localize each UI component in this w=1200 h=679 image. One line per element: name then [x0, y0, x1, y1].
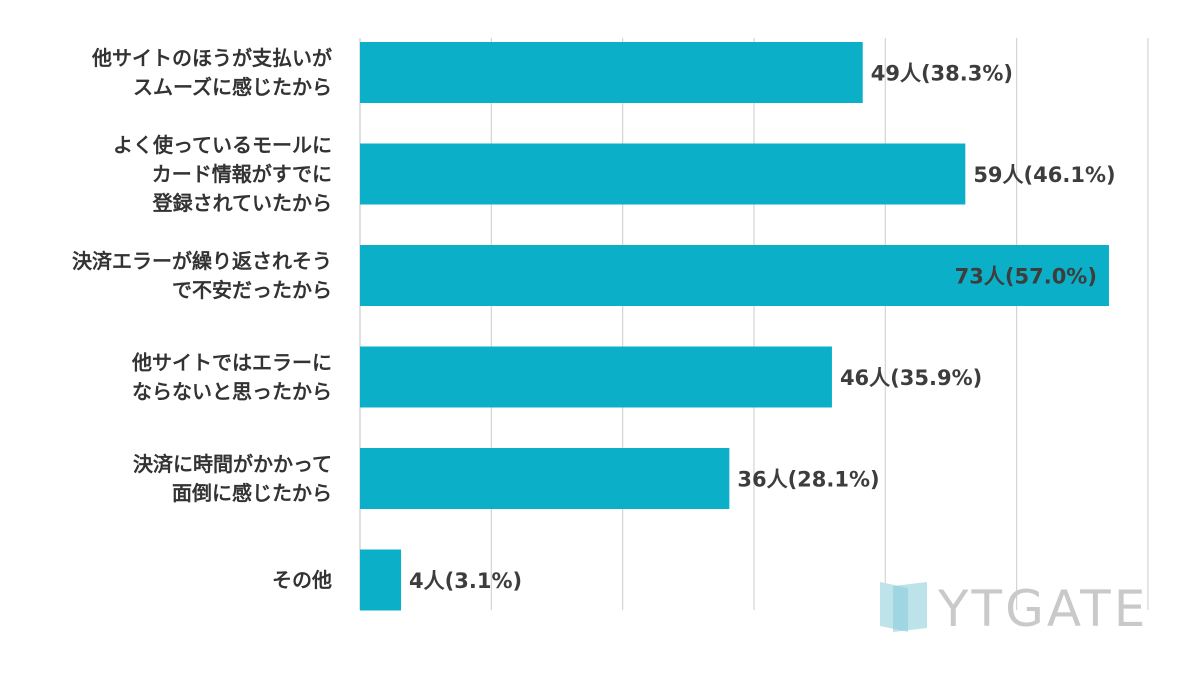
- data-label: 59人(46.1%): [973, 163, 1115, 187]
- data-label: 46人(35.9%): [840, 366, 982, 390]
- category-label: その他: [272, 568, 332, 592]
- bar: [360, 549, 402, 611]
- ytgate-logo: YTGATE: [880, 580, 1148, 638]
- data-label: 73人(57.0%): [955, 265, 1097, 289]
- category-label: 登録されていたから: [152, 191, 332, 215]
- category-label: カード情報がすでに: [152, 162, 332, 186]
- bar: [360, 346, 832, 408]
- category-label: 決済エラーが繰り返されそう: [72, 249, 332, 273]
- category-label: スムーズに感じたから: [133, 75, 332, 99]
- data-label: 4人(3.1%): [409, 569, 522, 593]
- category-label: ならないと思ったから: [132, 380, 332, 404]
- bar: [360, 245, 1109, 306]
- category-label: 他サイトではエラーに: [131, 351, 332, 375]
- bar: [360, 42, 863, 103]
- data-label: 36人(28.1%): [737, 468, 879, 492]
- bar: [360, 448, 730, 509]
- bar: [360, 143, 966, 205]
- category-label: 面倒に感じたから: [172, 481, 332, 505]
- category-label: 他サイトのほうが支払いが: [91, 46, 332, 70]
- data-label: 49人(38.3%): [871, 62, 1013, 86]
- category-label: 決済に時間がかかって: [133, 452, 332, 476]
- logo-text: YTGATE: [937, 580, 1148, 638]
- category-label: よく使っているモールに: [113, 133, 332, 157]
- door-logo-icon: [880, 582, 927, 632]
- category-label: で不安だったから: [172, 278, 332, 302]
